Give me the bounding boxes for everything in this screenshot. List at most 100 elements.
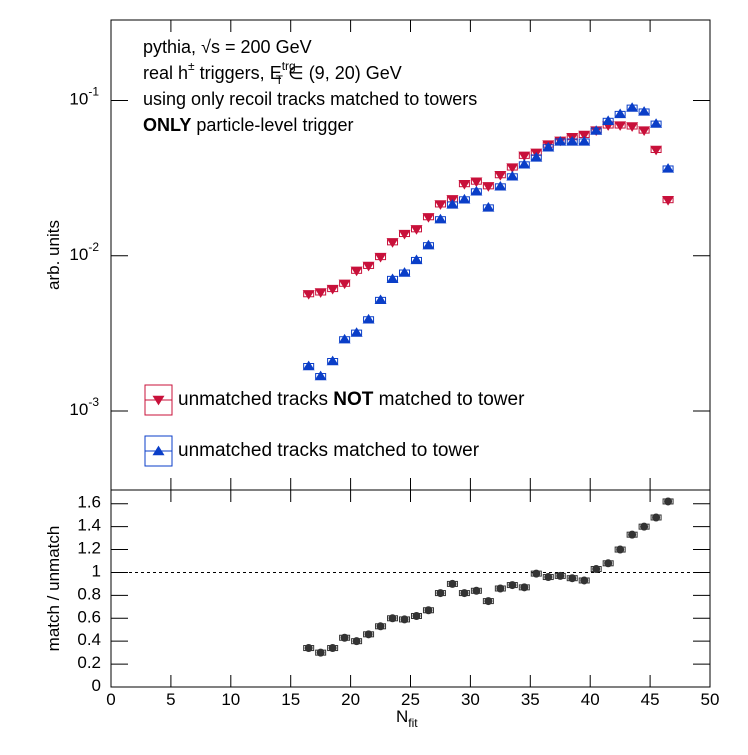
marker — [338, 279, 351, 290]
y-tick-label: 1.6 — [77, 493, 101, 512]
marker — [650, 118, 663, 128]
marker — [388, 614, 397, 623]
marker — [602, 115, 615, 126]
marker — [590, 125, 603, 135]
marker — [494, 171, 507, 181]
x-tick-label: 45 — [641, 690, 660, 709]
text-part: N — [396, 707, 408, 726]
marker — [508, 581, 517, 590]
marker — [556, 571, 565, 580]
marker — [470, 177, 483, 188]
tick-exponent: -3 — [88, 395, 99, 409]
marker — [422, 239, 435, 250]
marker — [554, 136, 567, 146]
marker — [422, 213, 435, 223]
marker — [518, 151, 531, 162]
marker — [578, 136, 591, 146]
marker — [316, 648, 325, 657]
annotation: using only recoil tracks matched to towe… — [143, 89, 477, 109]
marker — [376, 622, 385, 631]
marker — [326, 284, 339, 295]
marker — [484, 597, 493, 606]
annotation: real h± triggers, Etrg T ∈ (9, 20) GeV — [143, 59, 402, 87]
marker — [374, 294, 387, 305]
marker — [626, 122, 639, 132]
marker — [614, 108, 627, 119]
marker — [580, 576, 589, 585]
marker — [568, 574, 577, 583]
marker — [314, 288, 327, 298]
marker — [614, 121, 627, 131]
marker — [604, 559, 613, 568]
marker — [518, 158, 531, 169]
x-tick-label: 20 — [341, 690, 360, 709]
y-tick-label: 0.6 — [77, 608, 101, 627]
marker — [448, 579, 457, 588]
marker — [326, 355, 339, 366]
marker — [662, 163, 675, 173]
marker — [482, 182, 495, 192]
x-tick-label: 35 — [521, 690, 540, 709]
marker — [152, 445, 165, 456]
marker — [436, 589, 445, 598]
x-tick-label: 0 — [106, 690, 115, 709]
marker — [350, 266, 363, 277]
text-part: ∈ (9, 20) GeV — [283, 63, 402, 83]
marker — [398, 267, 411, 277]
marker — [482, 201, 495, 212]
y-tick-label: 0.2 — [77, 654, 101, 673]
marker — [434, 200, 447, 210]
marker — [314, 370, 327, 381]
marker — [640, 522, 649, 531]
tick-exponent: -1 — [88, 85, 99, 99]
y-axis-label: arb. units — [44, 220, 63, 290]
x-axis-label: Nfit — [396, 707, 418, 730]
y-tick-label: 1.4 — [77, 516, 101, 535]
text-part: ± — [188, 59, 195, 73]
tick-exponent: -2 — [88, 240, 99, 254]
y-tick-label: 10-2 — [69, 240, 99, 264]
marker — [398, 229, 411, 240]
marker — [638, 126, 651, 136]
marker — [520, 583, 529, 592]
marker — [544, 573, 553, 582]
marker — [592, 565, 601, 574]
text-part: T — [276, 73, 284, 87]
annotation: ONLY particle-level trigger — [143, 115, 353, 135]
marker — [532, 569, 541, 578]
marker — [424, 606, 433, 615]
y-tick-label: 1 — [92, 562, 101, 581]
marker — [362, 261, 375, 272]
marker — [410, 225, 423, 235]
marker — [352, 637, 361, 646]
text-part: ONLY particle-level trigger — [143, 115, 353, 135]
text-part: pythia, √s = 200 GeV — [143, 37, 312, 57]
marker — [364, 630, 373, 639]
x-tick-label: 15 — [281, 690, 300, 709]
marker — [458, 193, 471, 204]
marker — [460, 589, 469, 598]
marker — [650, 145, 663, 156]
text-part: real h — [143, 63, 188, 83]
y-tick-label: 1.2 — [77, 539, 101, 558]
y-tick-label: 0.8 — [77, 585, 101, 604]
marker — [362, 313, 375, 324]
marker — [616, 545, 625, 554]
marker — [626, 102, 639, 112]
marker — [412, 611, 421, 620]
marker — [470, 185, 483, 196]
marker — [472, 586, 481, 595]
marker — [152, 395, 165, 406]
text-part: triggers, E — [195, 63, 282, 83]
tick-base: 10 — [69, 90, 88, 109]
marker — [328, 644, 337, 653]
marker — [638, 106, 651, 116]
marker — [400, 615, 409, 624]
tick-base: 10 — [69, 245, 88, 264]
marker — [628, 530, 637, 539]
marker — [374, 252, 387, 263]
x-tick-label: 25 — [401, 690, 420, 709]
marker — [664, 497, 673, 506]
y-tick-label: 0.4 — [77, 631, 101, 650]
marker — [350, 327, 363, 337]
